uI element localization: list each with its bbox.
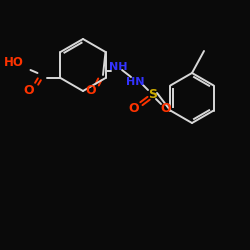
Text: HO: HO [4, 56, 24, 70]
Text: HN: HN [126, 77, 144, 87]
Text: NH: NH [109, 62, 127, 72]
Text: O: O [23, 84, 34, 96]
Text: S: S [148, 88, 158, 102]
Text: O: O [86, 84, 96, 98]
Text: O: O [129, 102, 139, 116]
Text: O: O [161, 102, 171, 116]
